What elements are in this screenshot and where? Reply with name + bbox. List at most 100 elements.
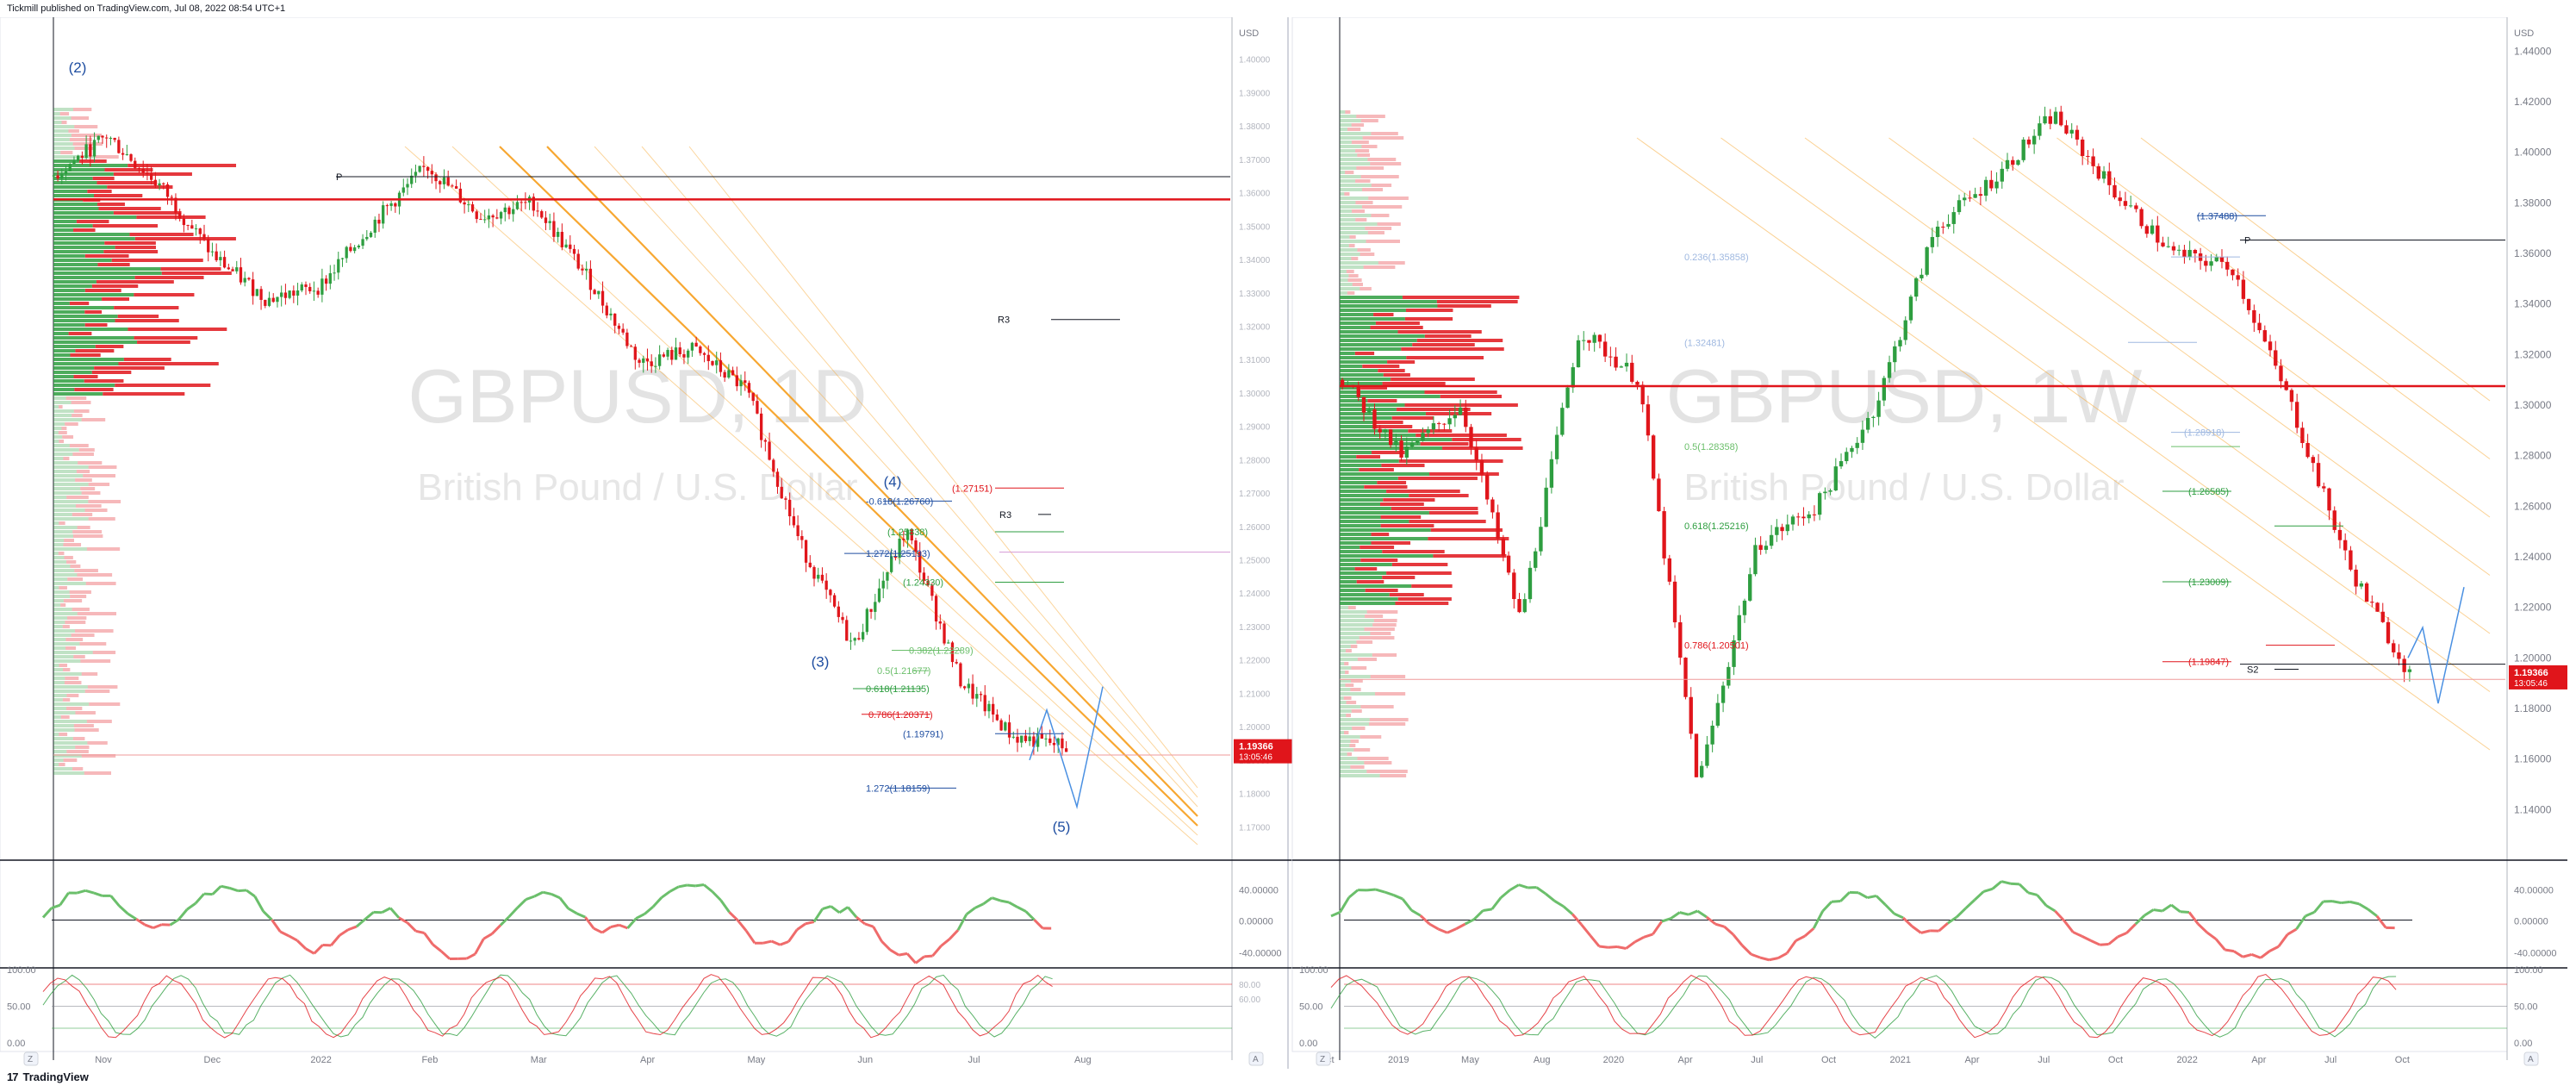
candle-body — [186, 225, 190, 227]
candle-body — [1710, 725, 1714, 745]
candle-body — [898, 539, 901, 558]
volume-bar — [53, 440, 59, 443]
stoch-tick-right: 80.00 — [1239, 981, 1260, 990]
last-price-badge — [2509, 665, 2567, 690]
candle-body — [2171, 246, 2176, 251]
candle-body — [365, 236, 369, 240]
candle-body — [210, 251, 215, 253]
channel-line — [404, 146, 1198, 846]
price-tick-label: 1.22000 — [2514, 602, 2552, 614]
candle-body — [2274, 350, 2278, 366]
volume-bar — [1340, 701, 1347, 704]
candle-body — [1447, 418, 1452, 425]
volume-bar — [53, 457, 64, 460]
volume-bar — [1340, 244, 1349, 247]
volume-bar — [87, 685, 118, 689]
volume-bar — [1369, 718, 1409, 721]
oscillator-segment — [330, 934, 341, 946]
volume-bar — [1340, 692, 1376, 696]
oscillator-segment — [398, 916, 408, 924]
candle-body — [792, 516, 796, 526]
panel-weekly: USD 1.44000 1.42000 1.40000 1.38000 1.36000 1.… — [1291, 17, 2567, 1066]
candle-body — [1442, 423, 1447, 425]
auto-scale-button[interactable] — [1248, 1051, 1264, 1066]
candle-body — [744, 380, 747, 384]
volume-bar — [53, 190, 88, 193]
volume-bar — [1340, 576, 1383, 579]
oscillator-segment — [610, 923, 620, 929]
volume-bar — [53, 625, 63, 628]
candle-body — [2225, 261, 2230, 270]
volume-bar — [53, 655, 74, 658]
log-scale-button[interactable] — [1316, 1051, 1331, 1066]
volume-bar — [1340, 184, 1372, 187]
volume-bar — [65, 621, 86, 624]
candle-body — [1865, 417, 1870, 430]
volume-bar — [107, 185, 173, 189]
level-label: 0.382(1.22289) — [909, 646, 974, 656]
volume-bar — [1340, 520, 1409, 523]
candle-body — [406, 184, 409, 188]
volume-bar — [1340, 688, 1351, 691]
volume-bar — [102, 297, 130, 301]
candle-body — [276, 296, 279, 303]
volume-bar — [53, 224, 93, 228]
candle-body — [1421, 433, 1425, 441]
candle-body — [886, 571, 889, 581]
candle-body — [751, 392, 755, 402]
volume-bar — [53, 302, 70, 305]
volume-bar — [1340, 731, 1345, 734]
volume-bar — [53, 159, 79, 163]
volume-bar — [1357, 248, 1371, 252]
volume-bar — [1340, 218, 1356, 222]
auto-scale-button[interactable] — [2523, 1051, 2539, 1066]
volume-bar — [53, 125, 75, 128]
volume-bar — [75, 746, 90, 749]
oscillator-segment — [635, 913, 645, 920]
time-axis-label: Jun — [857, 1055, 873, 1065]
volume-bar — [1340, 313, 1374, 316]
candlestick-series — [52, 132, 1068, 756]
log-scale-button[interactable] — [23, 1051, 39, 1066]
tradingview-footer[interactable]: 17 TradingView — [7, 1070, 89, 1083]
candle-body — [926, 580, 930, 586]
stoch-tick-right: 50.00 — [2514, 1002, 2538, 1013]
oscillator-segment — [2268, 945, 2280, 952]
oscillator-segment — [626, 917, 638, 929]
volume-bar — [81, 754, 116, 758]
volume-bar — [1433, 554, 1507, 558]
oscillator-segment — [1393, 894, 1403, 901]
oscillator-segment — [305, 947, 315, 955]
candle-body — [483, 219, 487, 221]
candle-body — [1372, 409, 1377, 429]
volume-bar — [53, 534, 73, 538]
candle-body — [165, 184, 170, 197]
volume-bar — [53, 276, 135, 279]
candle-body — [434, 174, 438, 182]
volume-bar — [1340, 158, 1368, 161]
candle-body — [1571, 367, 1575, 388]
stochastic-pane: 100.00 50.00 0.00 80.00 60.00 — [7, 965, 1260, 1049]
volume-bar — [1340, 360, 1388, 364]
volume-bar — [1340, 507, 1391, 510]
oscillator-segment — [2162, 903, 2173, 913]
volume-bar — [59, 664, 68, 667]
candle-body — [2026, 139, 2032, 145]
volume-bar — [71, 401, 91, 404]
volume-bar — [118, 362, 219, 365]
candle-body — [666, 350, 669, 357]
candle-body — [1935, 226, 1940, 238]
candle-body — [308, 286, 312, 291]
auto-scale-button-label: A — [1253, 1055, 1259, 1064]
oscillator-segment — [1679, 911, 1689, 916]
oscillator-segment — [1661, 917, 1671, 923]
log-scale-button-label: Z — [28, 1055, 33, 1064]
volume-bar — [1340, 632, 1371, 635]
candle-body — [2064, 125, 2069, 134]
volume-bar — [1375, 692, 1406, 696]
oscillator-segment — [2367, 908, 2378, 918]
projection-path — [2407, 587, 2465, 704]
volume-bar — [53, 345, 96, 348]
volume-bar — [1340, 214, 1372, 217]
volume-bar — [79, 642, 107, 646]
